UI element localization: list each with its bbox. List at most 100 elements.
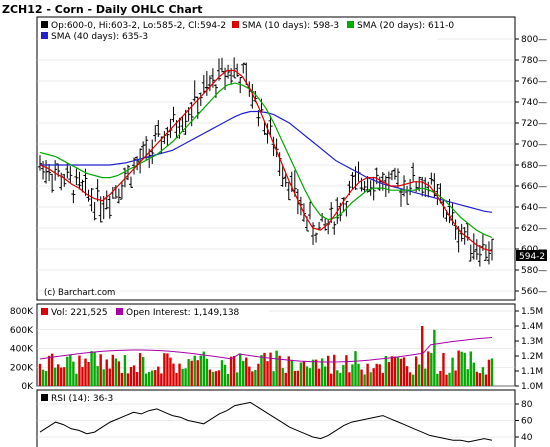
ohlc-bar: [95, 179, 100, 202]
volume-bar: [481, 367, 485, 386]
volume-bar: [317, 368, 321, 386]
ohlc-bar: [311, 222, 316, 245]
watermark: (c) Barchart.com: [44, 288, 115, 298]
ohlc-bar: [41, 161, 46, 180]
ohlc-bar: [368, 180, 373, 196]
volume-bar: [399, 358, 403, 386]
volume-bar: [38, 363, 42, 386]
volume-bar: [117, 361, 121, 386]
volume-bar: [396, 357, 400, 386]
volume-bar: [60, 367, 63, 386]
volume-bar: [424, 368, 427, 386]
volume-bar: [184, 368, 187, 386]
volume-bar: [72, 361, 75, 386]
ohlc-bar: [68, 166, 73, 183]
ohlc-bar: [474, 239, 479, 260]
volume-bar: [226, 373, 230, 386]
ohlc-bar: [47, 163, 52, 182]
volume-bar: [369, 372, 372, 386]
volume-bar: [302, 361, 306, 386]
volume-bar: [323, 366, 327, 386]
rsi-tick-label: 40: [521, 433, 533, 443]
price-gridlines: [37, 38, 515, 292]
ohlc-bar: [210, 68, 215, 88]
volume-bar: [217, 370, 221, 386]
volume-bar: [417, 364, 421, 386]
ohlc-bar: [350, 172, 355, 190]
price-tick-label: 640—: [521, 203, 547, 213]
volume-bar: [220, 360, 224, 386]
volume-bar: [202, 351, 206, 386]
volume-tick-label: 0K: [21, 382, 34, 392]
ohlc-bar: [241, 62, 246, 74]
price-tick-label: 620—: [521, 224, 547, 234]
volume-bar: [214, 371, 218, 386]
volume-bar: [50, 353, 54, 386]
volume-bar: [381, 372, 384, 386]
volume-bar: [484, 374, 488, 386]
volume-bar: [160, 373, 163, 386]
ohlc-bar: [420, 176, 425, 197]
volume-bar: [66, 356, 69, 386]
ohlc-bar: [135, 156, 140, 171]
volume-bar: [248, 366, 251, 386]
ohlc-bar: [232, 57, 237, 79]
volume-bar: [172, 363, 175, 386]
ohlc-bar: [483, 244, 488, 261]
volume-bar: [181, 368, 184, 386]
volume-bar: [305, 366, 309, 386]
price-tick-label: 660—: [521, 182, 547, 192]
oi-tick-label: 1.2M: [521, 352, 543, 362]
volume-bar: [211, 372, 215, 386]
ohlc-bar: [471, 233, 476, 260]
volume-tick-label: 600K: [10, 326, 34, 336]
volume-bar: [339, 372, 342, 386]
volume-bar: [460, 351, 463, 386]
oi-tick-label: 1.3M: [521, 337, 543, 347]
volume-bar: [281, 368, 284, 386]
ohlc-bar: [89, 188, 94, 212]
volume-bar: [87, 362, 90, 386]
ohlc-bar: [235, 63, 240, 77]
volume-bar: [232, 355, 236, 386]
price-tick-label: 680—: [521, 161, 547, 171]
volume-bar: [463, 352, 466, 386]
volume-bar: [41, 369, 45, 386]
sma20-legend-swatch: [347, 21, 354, 28]
volume-bar: [284, 372, 287, 386]
volume-bar: [69, 354, 72, 386]
volume-bar: [235, 372, 239, 386]
volume-bar: [387, 361, 391, 386]
ohlc-bar: [183, 109, 188, 135]
ohlc-bar: [226, 64, 231, 79]
ohlc-bar: [398, 188, 403, 207]
volume-bar: [169, 357, 172, 386]
volume-bar: [272, 371, 275, 386]
ohlc-bar: [74, 168, 79, 186]
ohlc-bar: [62, 173, 67, 187]
volume-bar: [445, 374, 448, 386]
volume-bar: [126, 373, 130, 386]
volume-bar: [293, 370, 297, 386]
ohlc-bar: [402, 175, 407, 197]
volume-bar: [408, 372, 412, 386]
volume-tick-label: 200K: [10, 363, 34, 373]
ohlc-bar: [314, 232, 319, 243]
volume-bar: [414, 356, 418, 386]
ohlc-bar: [116, 188, 121, 204]
volume-bar: [47, 355, 51, 386]
volume-bar: [402, 357, 406, 386]
volume-bar: [448, 372, 451, 386]
price-tick-label: 740—: [521, 98, 547, 108]
volume-bar: [251, 371, 254, 386]
last-price-badge: [516, 250, 547, 261]
volume-bar: [257, 363, 260, 386]
rsi-legend-swatch: [41, 394, 48, 401]
volume-bar: [93, 351, 96, 386]
volume-bar: [360, 369, 363, 386]
sma40-line: [40, 110, 493, 213]
sma40-legend-swatch: [41, 32, 48, 39]
volume-bar: [111, 354, 115, 386]
price-tick-label: 560—: [521, 287, 547, 297]
